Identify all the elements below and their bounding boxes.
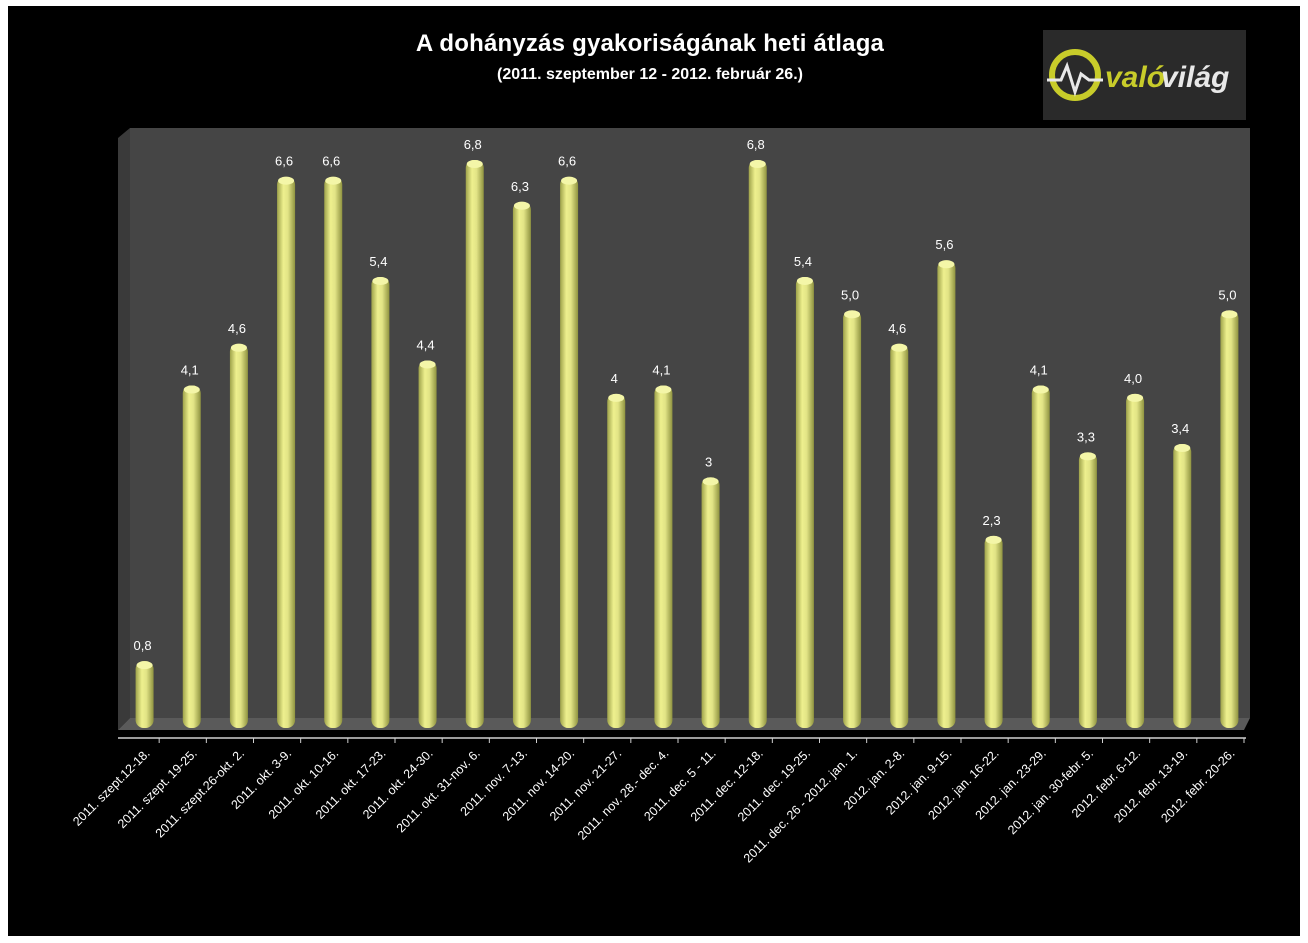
x-tick-label: 2012. jan. 30-febr. 5. [1005,746,1096,837]
bar-top [938,260,955,269]
bar-top [891,343,908,352]
bar-top [278,176,295,185]
bar [748,160,767,728]
x-tick-label: 2011. szept.26-okt. 2. [153,746,247,840]
bar [984,535,1003,728]
valovilag-logo: való világ [1043,30,1246,120]
x-tick-label: 2011. okt. 31-nov. 6. [394,746,483,835]
bar-top [702,477,719,486]
svg-text:világ: világ [1161,61,1229,94]
data-label: 4,1 [652,363,670,378]
bar [701,477,720,728]
bar [607,393,626,728]
bar [937,260,956,728]
data-label: 5,4 [794,254,812,269]
bar-top [136,661,153,670]
plot-floor [118,718,1250,730]
data-label: 4,6 [888,321,906,336]
data-label: 6,6 [275,154,293,169]
bar [1173,444,1192,728]
data-label: 3,3 [1077,429,1095,444]
data-label: 4,1 [181,363,199,378]
data-label: 3,4 [1171,421,1189,436]
bar [229,343,248,728]
bar-top [608,393,625,402]
data-label: 2,3 [983,513,1001,528]
x-tick-label: 2011. nov. 28.- dec. 4. [575,746,672,843]
bar [512,201,531,728]
data-label: 6,8 [464,137,482,152]
bar [465,160,484,728]
data-label: 4 [611,371,618,386]
bar [843,310,862,728]
bar [1031,385,1050,728]
chart-subtitle: (2011. szeptember 12 - 2012. február 26.… [497,66,803,83]
bar [277,176,296,729]
bar [182,385,201,728]
data-label: 3 [705,454,712,469]
bar [1126,393,1145,728]
bar-top [655,385,672,394]
data-label: 5,6 [935,237,953,252]
bar-top [230,343,247,352]
bar-top [844,310,861,319]
x-tick-label: 2011. szept.12-18. [70,746,152,828]
bar-top [796,276,813,285]
bar-top [1032,385,1049,394]
bar [135,661,154,728]
bar [1220,310,1239,728]
data-label: 4,4 [417,337,435,352]
bar-top [1221,310,1238,319]
plot-area [130,128,1250,718]
bar [795,276,814,728]
bar [324,176,343,729]
chart-title: A dohányzás gyakoriságának heti átlaga [415,30,885,57]
bar-top [1079,452,1096,461]
bar-top [372,276,389,285]
data-label: 5,0 [1218,287,1236,302]
bar-top [325,176,342,185]
bar [560,176,579,729]
x-tick-label: 2011. szept. 19-25. [115,746,200,831]
data-label: 4,0 [1124,371,1142,386]
bar-top [1127,393,1144,402]
bar [890,343,909,728]
bar-top [513,201,530,210]
bar [418,360,437,728]
data-label: 6,3 [511,179,529,194]
bar [654,385,673,728]
data-label: 5,4 [369,254,387,269]
svg-text:való: való [1105,61,1165,94]
bar-top [466,160,483,168]
bar [1078,452,1097,728]
data-label: 4,1 [1030,363,1048,378]
bar-top [561,176,578,185]
data-label: 4,6 [228,321,246,336]
bar-top [419,360,436,369]
bar-top [183,385,200,394]
bar-top [1174,444,1191,452]
bar-top [985,535,1002,544]
bar-top [749,160,766,168]
data-label: 6,6 [322,154,340,169]
data-label: 0,8 [134,638,152,653]
data-label: 6,6 [558,154,576,169]
bar [371,276,390,728]
data-label: 5,0 [841,287,859,302]
data-label: 6,8 [747,137,765,152]
